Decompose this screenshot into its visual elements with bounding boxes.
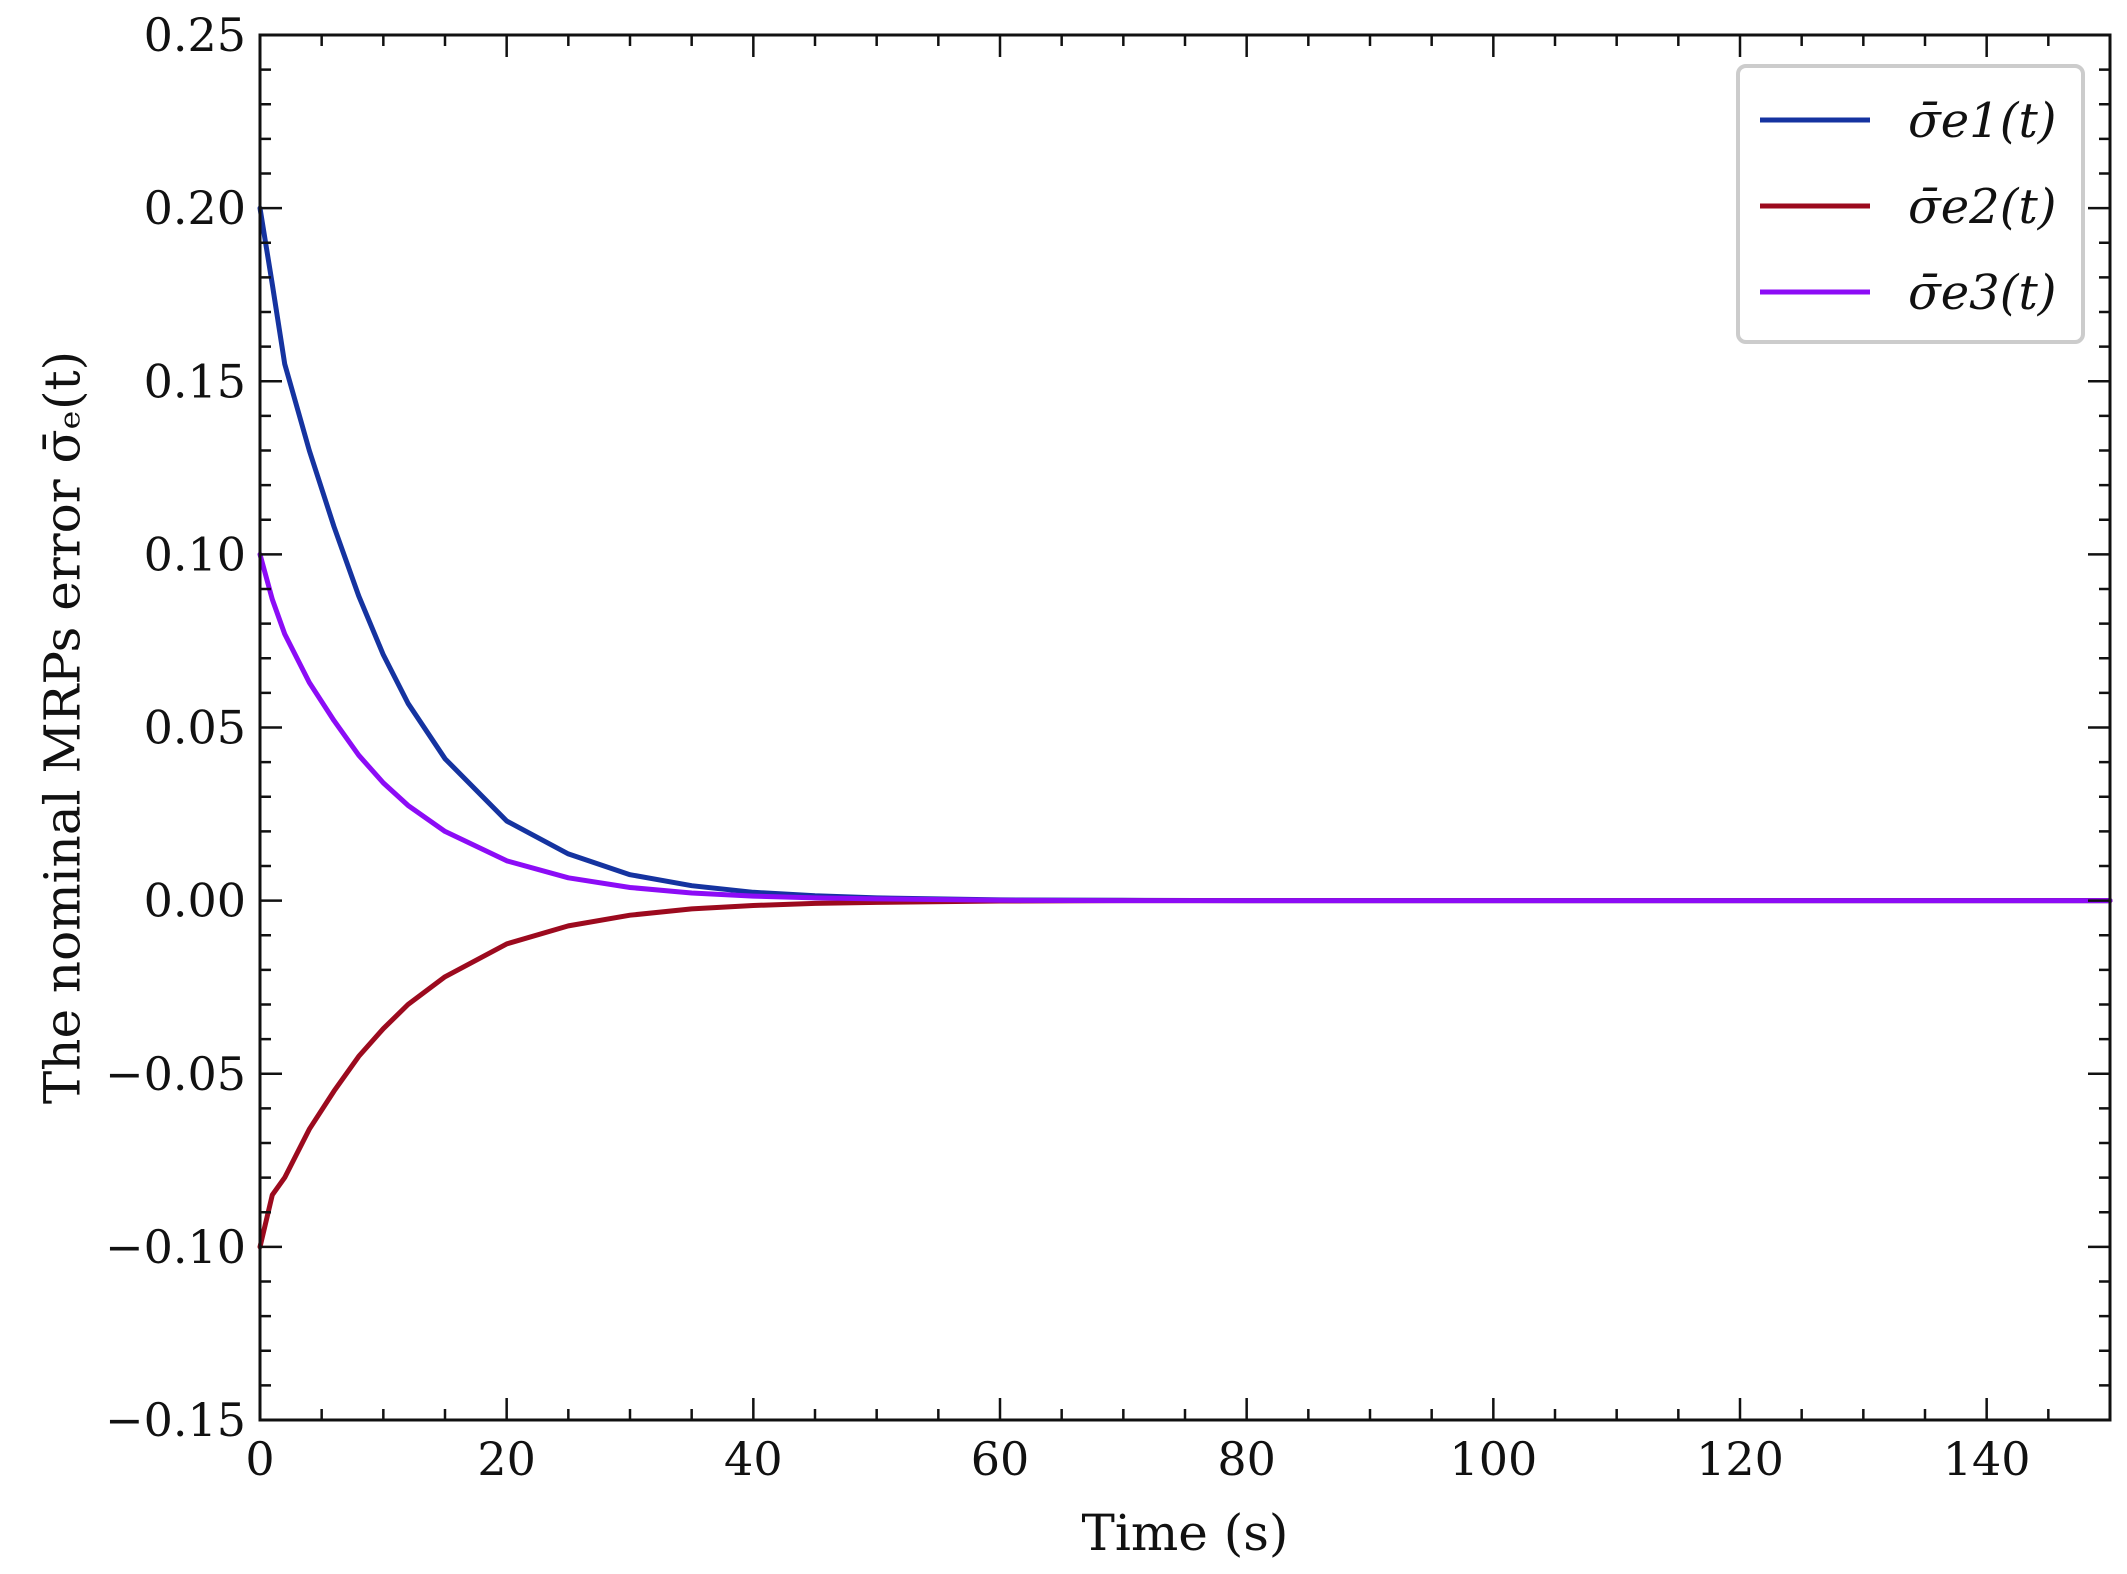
series-layer xyxy=(257,205,2113,1250)
y-tick-label: 0.00 xyxy=(144,874,246,928)
plot-area xyxy=(257,33,2113,1422)
x-axis-title: Time (s) xyxy=(1082,1504,1289,1562)
x-tick-label: 120 xyxy=(1696,1432,1784,1486)
y-axis-title: The nominal MRPs error σ̄ₑ(t) xyxy=(34,351,92,1104)
y-tick-label: −0.05 xyxy=(105,1047,246,1101)
x-tick-label: 80 xyxy=(1217,1432,1276,1486)
x-tick-label: 0 xyxy=(245,1432,274,1486)
x-tick-label: 140 xyxy=(1943,1432,2031,1486)
y-tick-label: −0.15 xyxy=(105,1393,246,1447)
plot-frame xyxy=(258,33,2112,1422)
legend-label-1: σ̄e1(t) xyxy=(1908,93,2056,149)
y-tick-label: 0.20 xyxy=(144,181,246,235)
legend-items: σ̄e1(t) σ̄e2(t) σ̄e3(t) xyxy=(1760,93,2056,321)
legend-box xyxy=(1736,64,2085,344)
x-tick-label: 100 xyxy=(1449,1432,1537,1486)
y-tick-label: −0.10 xyxy=(105,1220,246,1274)
series-line-3 xyxy=(257,551,2113,904)
x-tick-labels: 0 20 40 60 80 100 120 140 xyxy=(245,1432,2030,1486)
y-tick-labels: −0.15 −0.10 −0.05 0.00 0.05 0.10 0.15 0.20 0.25 xyxy=(105,8,246,1447)
y-tick-label: 0.05 xyxy=(144,701,246,755)
y-tick-label: 0.10 xyxy=(144,527,246,581)
legend: σ̄e1(t) σ̄e2(t) σ̄e3(t) xyxy=(1736,64,2085,344)
legend-label-3: σ̄e3(t) xyxy=(1908,265,2056,321)
x-tick-label: 60 xyxy=(971,1432,1030,1486)
legend-label-2: σ̄e2(t) xyxy=(1908,179,2056,235)
y-tick-label: 0.15 xyxy=(144,354,246,408)
y-tick-label: 0.25 xyxy=(144,8,246,62)
x-tick-label: 40 xyxy=(724,1432,783,1486)
tick-marks xyxy=(258,33,2112,1422)
x-tick-label: 20 xyxy=(477,1432,536,1486)
